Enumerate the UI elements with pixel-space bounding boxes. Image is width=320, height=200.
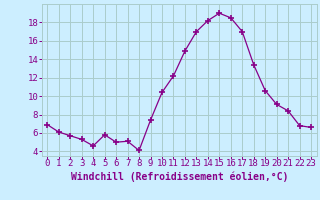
X-axis label: Windchill (Refroidissement éolien,°C): Windchill (Refroidissement éolien,°C) <box>70 171 288 182</box>
